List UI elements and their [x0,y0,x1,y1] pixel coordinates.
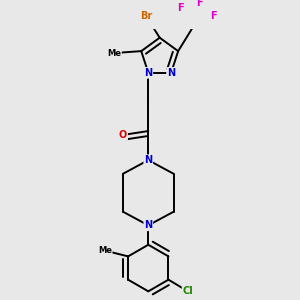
Text: Me: Me [98,246,112,255]
Text: O: O [119,130,127,140]
Text: N: N [144,220,152,230]
Text: F: F [177,3,183,14]
Text: N: N [144,155,152,165]
Text: F: F [196,0,203,8]
Text: N: N [144,68,152,78]
Text: N: N [167,68,175,78]
Text: Me: Me [107,49,121,58]
Text: Cl: Cl [182,286,193,296]
Text: F: F [210,11,216,21]
Text: Br: Br [140,11,152,21]
